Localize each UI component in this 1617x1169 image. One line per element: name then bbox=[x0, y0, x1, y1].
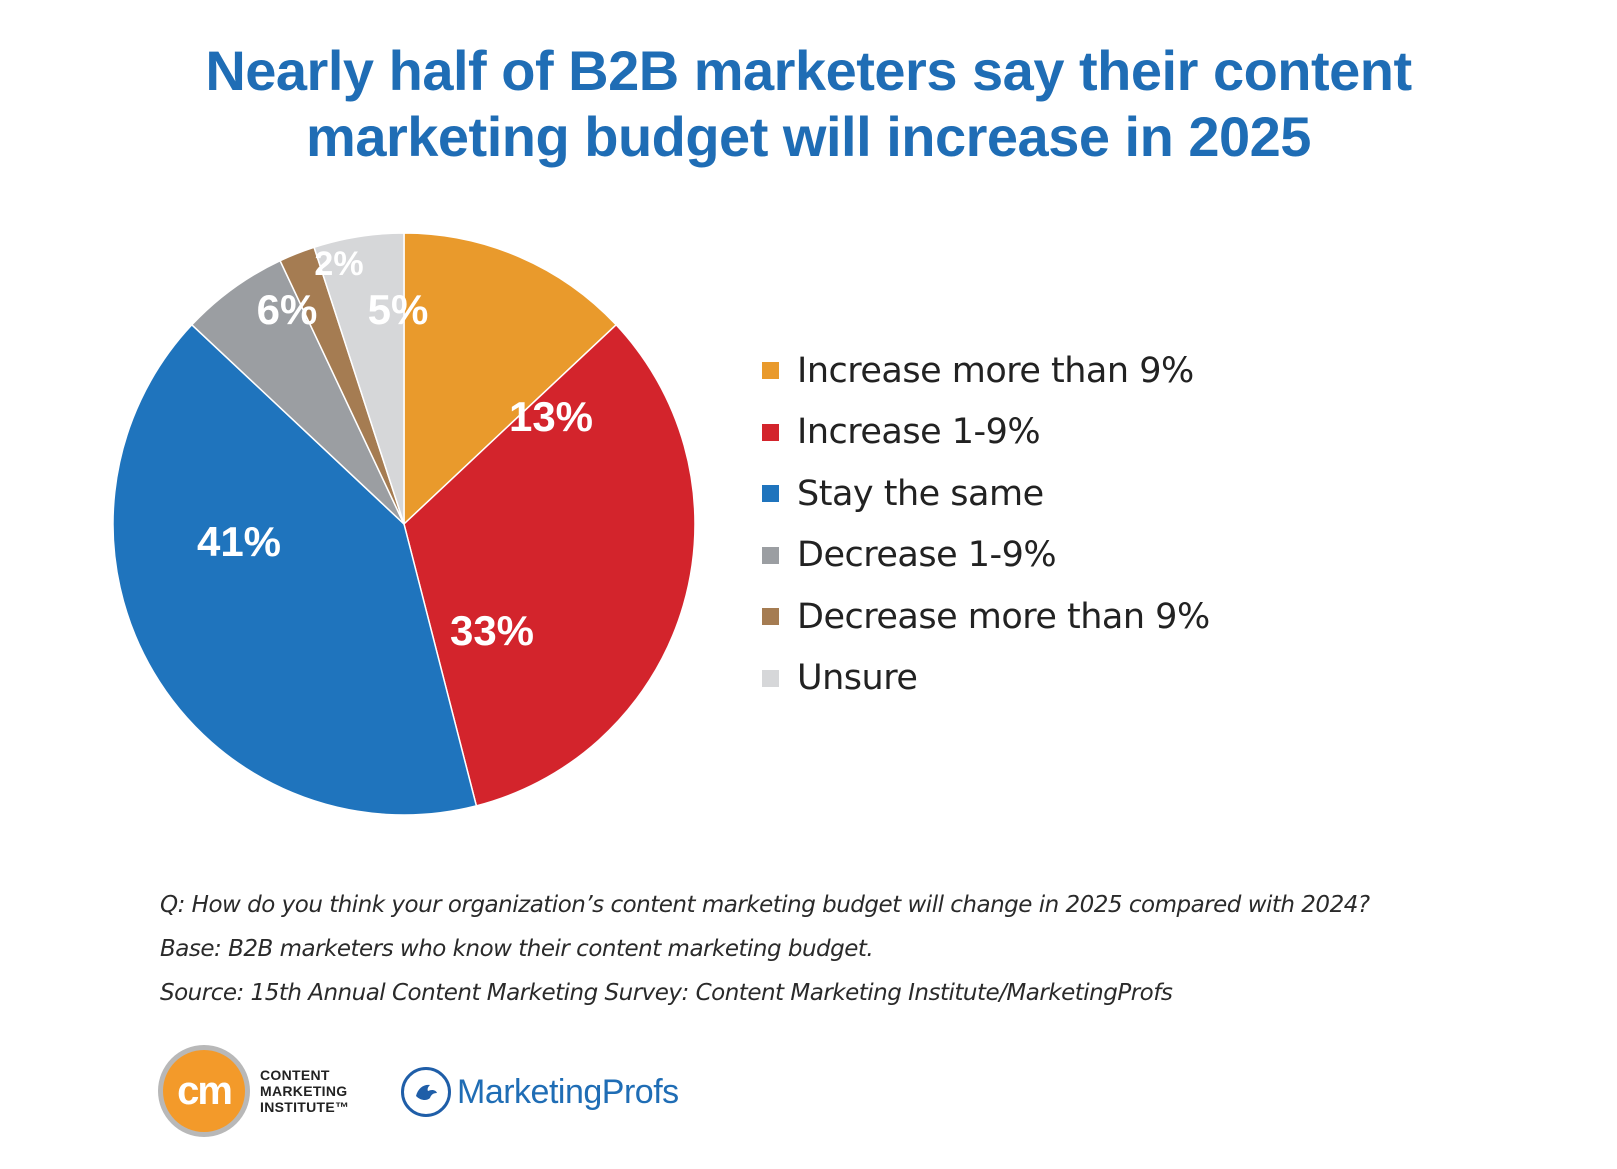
pie-label-increase-1-9: 33% bbox=[450, 607, 534, 654]
legend-swatch bbox=[762, 362, 779, 380]
pie-label-stay-the-same: 41% bbox=[197, 518, 281, 565]
legend-swatch bbox=[762, 546, 779, 564]
chart-legend: Increase more than 9% Increase 1-9% Stay t… bbox=[762, 340, 1210, 709]
cmi-word-3: INSTITUTE™ bbox=[260, 1099, 350, 1115]
legend-label: Stay the same bbox=[797, 473, 1044, 514]
legend-item: Decrease 1-9% bbox=[762, 525, 1210, 587]
cmi-ring-icon: cm bbox=[158, 1045, 250, 1137]
survey-base: Base: B2B marketers who know their conte… bbox=[160, 936, 874, 962]
legend-swatch bbox=[762, 423, 779, 441]
survey-question: Q: How do you think your organization’s … bbox=[160, 892, 1370, 918]
legend-label: Increase more than 9% bbox=[797, 350, 1194, 391]
legend-swatch bbox=[762, 669, 779, 687]
legend-swatch bbox=[762, 608, 779, 626]
chart-title-line-2: marketing budget will increase in 2025 bbox=[306, 105, 1311, 168]
marketingprofs-logo: MarketingProfs bbox=[401, 1067, 679, 1117]
pie-slice-increase-1-9 bbox=[403, 323, 696, 807]
legend-label: Decrease more than 9% bbox=[797, 596, 1210, 637]
pie-slice-stay-the-same bbox=[112, 323, 478, 816]
legend-item: Unsure bbox=[762, 648, 1210, 710]
marketingprofs-wordmark: MarketingProfs bbox=[457, 1072, 679, 1111]
cmi-wordmark: CONTENT MARKETING INSTITUTE™ bbox=[260, 1067, 349, 1115]
chart-title-line-1: Nearly half of B2B marketers say their c… bbox=[205, 39, 1412, 102]
cmi-mark: cm bbox=[163, 1050, 245, 1132]
legend-label: Unsure bbox=[797, 658, 918, 699]
pie-slice-unsure bbox=[313, 232, 405, 525]
legend-item: Increase more than 9% bbox=[762, 340, 1210, 402]
legend-swatch bbox=[762, 485, 779, 503]
legend-item: Stay the same bbox=[762, 463, 1210, 525]
cmi-word-1: CONTENT bbox=[260, 1067, 330, 1083]
bird-icon bbox=[401, 1067, 451, 1117]
survey-source: Source: 15th Annual Content Marketing Su… bbox=[160, 980, 1173, 1006]
chart-notes: Q: How do you think your organization’s … bbox=[160, 883, 1370, 1015]
legend-item: Increase 1-9% bbox=[762, 402, 1210, 464]
pie-label-unsure: 5% bbox=[368, 286, 429, 333]
cmi-word-2: MARKETING bbox=[260, 1083, 348, 1099]
pie-slice-increase-more-than-9 bbox=[403, 232, 618, 526]
content-marketing-institute-logo: cm CONTENT MARKETING INSTITUTE™ bbox=[158, 1045, 349, 1137]
pie-label-decrease-1-9: 6% bbox=[257, 286, 318, 333]
legend-item: Decrease more than 9% bbox=[762, 586, 1210, 648]
legend-label: Decrease 1-9% bbox=[797, 535, 1057, 576]
pie-label-decrease-more-than-9: 2% bbox=[314, 245, 363, 283]
pie-label-increase-more-than-9: 13% bbox=[509, 393, 593, 440]
chart-title: Nearly half of B2B marketers say their c… bbox=[0, 38, 1617, 170]
legend-label: Increase 1-9% bbox=[797, 412, 1041, 453]
